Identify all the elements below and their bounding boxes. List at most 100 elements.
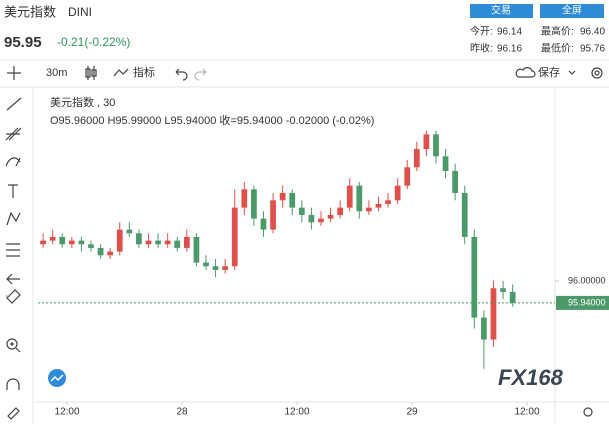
chevron[interactable] [568,70,576,75]
save[interactable]: 保存 [538,65,560,79]
back-tool[interactable] [6,273,20,285]
candle-body [394,185,401,201]
indicator[interactable]: 指标 [133,65,155,79]
ruler-tool[interactable] [6,289,21,304]
candle-body [155,240,161,245]
candle-body [270,200,276,230]
undo-icon[interactable] [175,68,188,81]
candle-body [452,170,459,193]
candle-body [279,192,286,201]
candle-body [136,233,142,245]
symbol: DINI [68,5,92,19]
candle-body [509,291,516,303]
candle-body [97,247,104,256]
candle-body [385,200,391,204]
pattern-tool[interactable] [6,211,21,226]
y-tick-label: 96.00000 [568,275,606,285]
candle-body [500,288,506,292]
measure-tool[interactable] [6,243,20,257]
candle-body [59,236,66,245]
candle-body [481,317,487,340]
trade-button[interactable] [470,4,533,18]
candle-body [145,240,152,245]
cloud-icon[interactable] [515,67,536,78]
candle-body [375,203,382,208]
candle-body [490,288,497,340]
stat-value: 96.16 [497,44,522,55]
candle-body [433,134,439,157]
x-tick-label: 12:00 [515,407,540,418]
candle-body [461,192,468,237]
legend-ohlc: O95.96000 H95.99000 L95.94000 收=95.94000… [50,113,374,127]
candle-body [308,214,315,223]
last-price-label: 95.94000 [568,297,606,307]
candle-body [68,240,75,245]
stat-value: 96.14 [497,27,522,38]
x-tick-label: 29 [406,407,418,418]
x-tick-label: 28 [176,407,188,418]
interval[interactable]: 30m [46,67,67,79]
stat-label: 昨收: [470,42,493,55]
candle-body [116,229,123,252]
candle-body [337,207,344,215]
candle-body [356,185,363,212]
title: 美元指数 [4,4,56,19]
fib-tool[interactable] [5,127,22,141]
text-tool[interactable] [8,184,18,198]
candle-body [174,240,181,248]
stat-label: 最高价: [541,25,574,38]
x-tick-label: 12:00 [285,407,310,418]
candle-body [289,192,296,208]
candle-body [327,214,334,219]
candle-body [442,156,449,171]
candle-body [298,207,305,215]
fullscreen-label[interactable]: 全屏 [562,4,582,17]
candle-body [193,236,200,263]
candle-body [40,240,46,245]
candle-body [413,148,420,168]
candle-body [164,240,171,245]
x-tick-label: 12:00 [55,407,80,418]
redo-icon[interactable] [194,68,207,81]
candle-body [88,244,94,248]
logo-icon [50,374,64,382]
candle-body [318,218,324,223]
candle-body [404,167,411,186]
settings-icon [594,70,600,76]
candle-body [78,240,85,245]
candle-body [212,266,219,270]
indicator-icon[interactable] [113,68,129,77]
candle-body [231,207,238,267]
candle-icon[interactable] [85,66,97,80]
candle-body [423,134,430,149]
stat-value: 95.76 [580,44,605,55]
crosshair-icon[interactable] [7,66,21,80]
candle-body [471,236,478,318]
candle-body [241,189,248,208]
trade-label[interactable]: 交易 [491,4,511,17]
edit-tool[interactable] [7,407,20,420]
zoom-tool[interactable] [6,338,18,350]
legend-name: 美元指数 , 30 [50,95,115,109]
fullscreen-button[interactable] [540,4,604,18]
candle-body [49,236,56,241]
magnet-tool[interactable] [6,378,20,390]
price: 95.95 [4,34,42,51]
candle-body [260,218,267,230]
watermark: FX168 [498,365,564,390]
candle-body [107,251,114,256]
line-tool[interactable] [6,97,22,111]
candle-body [366,207,372,212]
settings-icon[interactable] [583,407,593,417]
candle-body [203,262,209,267]
change: -0.21(-0.22%) [57,35,130,49]
candle-body [251,189,257,219]
zoom-tool [10,342,21,353]
settings-icon[interactable] [591,67,603,79]
stat-value: 96.40 [580,27,605,38]
candle-body [126,229,133,234]
candle-body [183,236,190,248]
brush-tool[interactable] [5,157,21,167]
candle-body [222,266,229,270]
